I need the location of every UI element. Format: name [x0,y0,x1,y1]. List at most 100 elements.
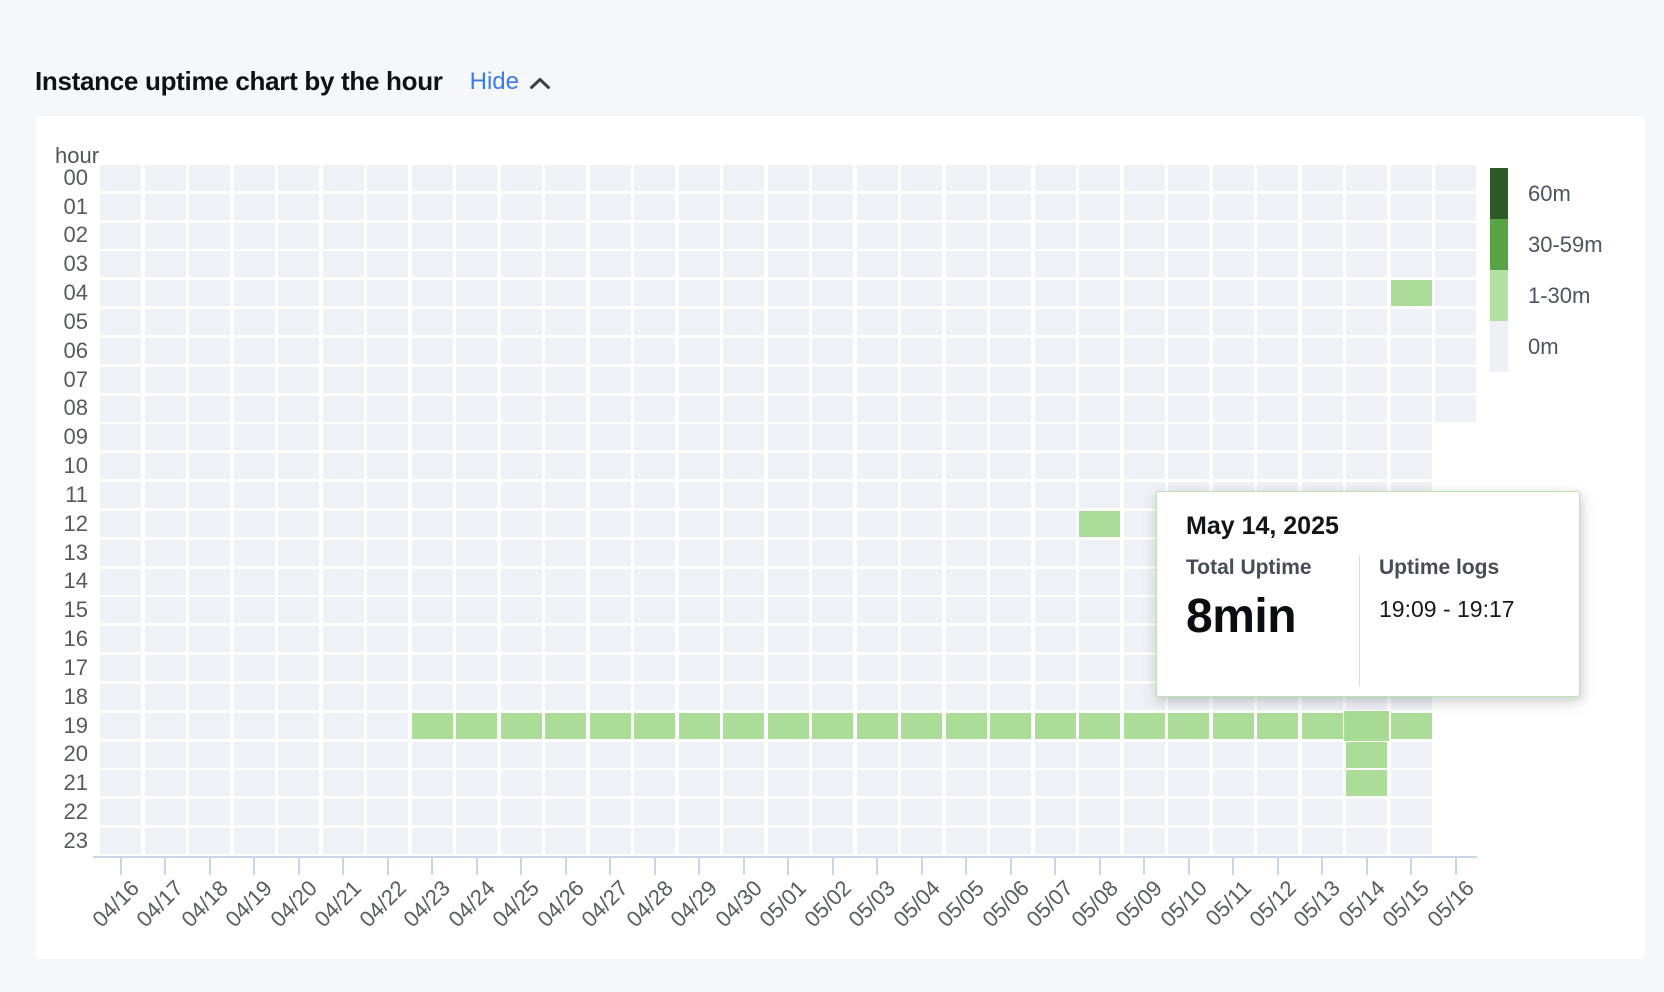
heatmap-cell[interactable] [100,280,141,306]
heatmap-cell[interactable] [1257,713,1298,739]
heatmap-cell[interactable] [812,742,853,768]
heatmap-cell[interactable] [367,540,408,566]
heatmap-cell[interactable] [278,742,319,768]
heatmap-cell[interactable] [590,655,631,681]
heatmap-cell[interactable] [412,713,453,739]
heatmap-cell[interactable] [634,770,675,796]
heatmap-cell[interactable] [278,799,319,825]
heatmap-cell[interactable] [901,597,942,623]
heatmap-cell[interactable] [1257,194,1298,220]
heatmap-cell[interactable] [857,799,898,825]
heatmap-cell[interactable] [1168,280,1209,306]
heatmap-cell[interactable] [1257,251,1298,277]
heatmap-cell[interactable] [1079,713,1120,739]
heatmap-cell[interactable] [812,194,853,220]
heatmap-cell[interactable] [634,626,675,652]
heatmap-cell[interactable] [1124,396,1165,422]
heatmap-cell[interactable] [857,223,898,249]
heatmap-cell[interactable] [278,626,319,652]
heatmap-cell[interactable] [145,799,186,825]
heatmap-cell[interactable] [278,194,319,220]
heatmap-cell[interactable] [501,424,542,450]
heatmap-cell[interactable] [723,280,764,306]
heatmap-cell[interactable] [723,684,764,710]
heatmap-cell[interactable] [323,251,364,277]
heatmap-cell[interactable] [1346,194,1387,220]
heatmap-cell[interactable] [100,482,141,508]
heatmap-cell[interactable] [1035,338,1076,364]
heatmap-cell[interactable] [145,309,186,335]
heatmap-cell[interactable] [1391,338,1432,364]
heatmap-cell[interactable] [857,280,898,306]
heatmap-cell[interactable] [1391,742,1432,768]
heatmap-cell[interactable] [990,424,1031,450]
heatmap-cell[interactable] [456,424,497,450]
heatmap-cell[interactable] [100,597,141,623]
heatmap-cell[interactable] [812,684,853,710]
heatmap-cell[interactable] [501,280,542,306]
heatmap-cell[interactable] [1079,540,1120,566]
heatmap-cell[interactable] [1391,453,1432,479]
heatmap-cell[interactable] [234,770,275,796]
heatmap-cell[interactable] [812,453,853,479]
heatmap-cell[interactable] [545,626,586,652]
heatmap-cell[interactable] [590,799,631,825]
heatmap-cell[interactable] [145,453,186,479]
heatmap-cell[interactable] [901,770,942,796]
heatmap-cell[interactable] [1346,367,1387,393]
heatmap-cell[interactable] [100,309,141,335]
heatmap-cell[interactable] [1257,453,1298,479]
heatmap-cell[interactable] [590,684,631,710]
heatmap-cell[interactable] [679,713,720,739]
heatmap-cell[interactable] [990,569,1031,595]
heatmap-cell[interactable] [723,309,764,335]
heatmap-cell[interactable] [634,597,675,623]
heatmap-cell[interactable] [1079,280,1120,306]
heatmap-cell[interactable] [679,251,720,277]
heatmap-cell[interactable] [1079,511,1120,537]
heatmap-cell[interactable] [634,742,675,768]
heatmap-cell[interactable] [189,828,230,854]
heatmap-cell[interactable] [1124,453,1165,479]
heatmap-cell[interactable] [1079,655,1120,681]
heatmap-cell[interactable] [323,482,364,508]
heatmap-cell[interactable] [1435,165,1476,191]
heatmap-cell[interactable] [234,367,275,393]
heatmap-cell[interactable] [189,655,230,681]
heatmap-cell[interactable] [412,280,453,306]
heatmap-cell[interactable] [634,569,675,595]
heatmap-cell[interactable] [189,742,230,768]
heatmap-cell[interactable] [545,684,586,710]
heatmap-cell[interactable] [189,770,230,796]
heatmap-cell[interactable] [412,453,453,479]
heatmap-cell[interactable] [189,251,230,277]
heatmap-cell[interactable] [367,251,408,277]
heatmap-cell[interactable] [1124,338,1165,364]
heatmap-cell[interactable] [812,165,853,191]
heatmap-cell[interactable] [412,770,453,796]
heatmap-cell[interactable] [679,597,720,623]
heatmap-cell[interactable] [990,482,1031,508]
heatmap-cell[interactable] [323,569,364,595]
heatmap-cell[interactable] [1302,338,1343,364]
heatmap-cell[interactable] [189,396,230,422]
heatmap-cell[interactable] [723,367,764,393]
heatmap-cell[interactable] [1035,799,1076,825]
heatmap-cell[interactable] [679,569,720,595]
heatmap-cell[interactable] [901,713,942,739]
heatmap-cell[interactable] [189,194,230,220]
heatmap-cell[interactable] [990,453,1031,479]
heatmap-cell[interactable] [1035,742,1076,768]
heatmap-cell[interactable] [367,309,408,335]
heatmap-cell[interactable] [323,655,364,681]
heatmap-cell[interactable] [545,828,586,854]
heatmap-cell[interactable] [857,424,898,450]
heatmap-cell[interactable] [1124,194,1165,220]
heatmap-cell[interactable] [1079,828,1120,854]
heatmap-cell[interactable] [901,396,942,422]
heatmap-cell[interactable] [990,223,1031,249]
heatmap-cell[interactable] [1079,424,1120,450]
heatmap-cell[interactable] [501,338,542,364]
heatmap-cell[interactable] [679,396,720,422]
heatmap-cell[interactable] [946,165,987,191]
